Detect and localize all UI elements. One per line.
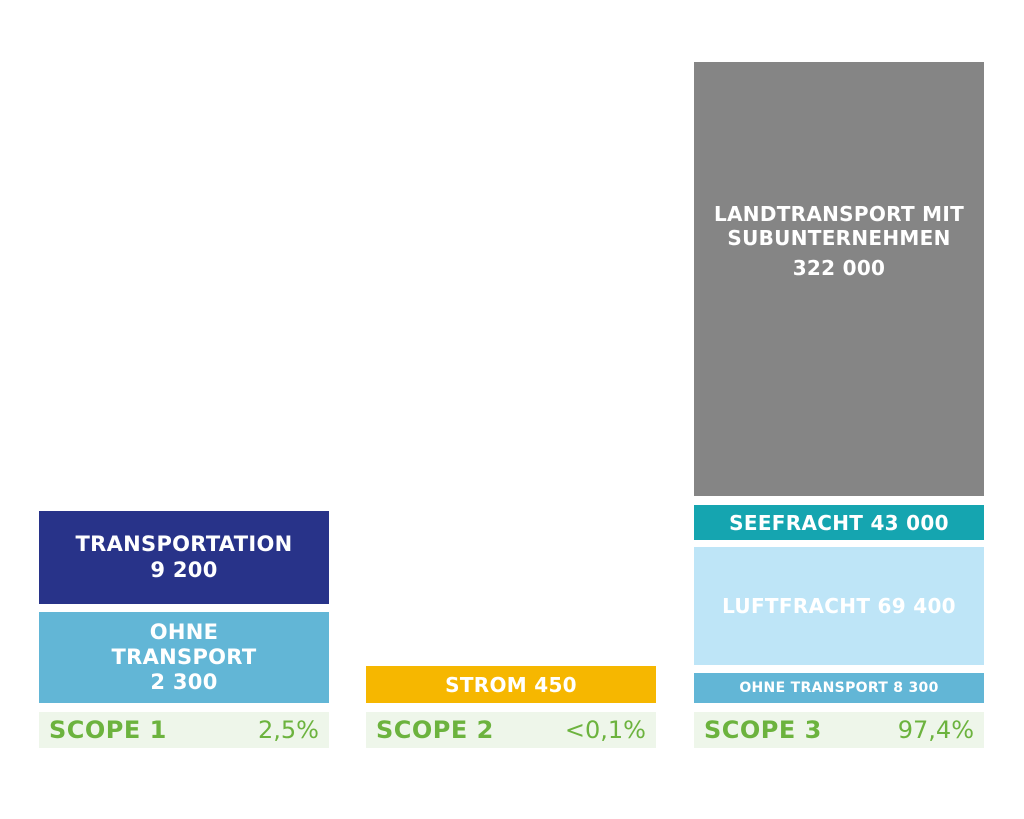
segment-value: 2 300 bbox=[150, 670, 218, 695]
bar-segment-scope3-ohne-transport: OHNE TRANSPORT 8 300 bbox=[694, 673, 984, 703]
bar-segment-scope3-landtransport: LANDTRANSPORT MIT SUBUNTERNEHMEN 322 000 bbox=[694, 62, 984, 496]
segment-label: STROM 450 bbox=[445, 672, 577, 697]
scope-share: <0,1% bbox=[564, 716, 646, 744]
scope-share: 2,5% bbox=[258, 716, 319, 744]
bar-segment-scope3-luftfracht: LUFTFRACHT 69 400 bbox=[694, 547, 984, 665]
segment-label: LUFTFRACHT 69 400 bbox=[722, 594, 956, 618]
scope-2-footer: SCOPE 2 <0,1% bbox=[366, 712, 656, 748]
bar-segment-scope2-strom: STROM 450 bbox=[366, 666, 656, 703]
scope-3-footer: SCOPE 3 97,4% bbox=[694, 712, 984, 748]
bar-segment-scope1-transportation: TRANSPORTATION 9 200 bbox=[39, 511, 329, 604]
bar-segment-scope3-seefracht: SEEFRACHT 43 000 bbox=[694, 505, 984, 540]
segment-value: 9 200 bbox=[150, 557, 218, 582]
segment-label: SEEFRACHT 43 000 bbox=[729, 510, 949, 535]
segment-label: OHNE TRANSPORT 8 300 bbox=[739, 679, 939, 696]
scope-1-footer: SCOPE 1 2,5% bbox=[39, 712, 329, 748]
bar-segment-scope1-ohne-transport: OHNE TRANSPORT 2 300 bbox=[39, 612, 329, 703]
scope-name: SCOPE 2 bbox=[376, 716, 494, 744]
segment-label: OHNE TRANSPORT bbox=[111, 619, 257, 669]
scope-name: SCOPE 3 bbox=[704, 716, 822, 744]
segment-value: 322 000 bbox=[792, 256, 886, 280]
scope-name: SCOPE 1 bbox=[49, 716, 167, 744]
segment-label: TRANSPORTATION bbox=[75, 532, 293, 557]
scope-share: 97,4% bbox=[897, 716, 974, 744]
segment-label: LANDTRANSPORT MIT SUBUNTERNEHMEN bbox=[713, 202, 965, 250]
